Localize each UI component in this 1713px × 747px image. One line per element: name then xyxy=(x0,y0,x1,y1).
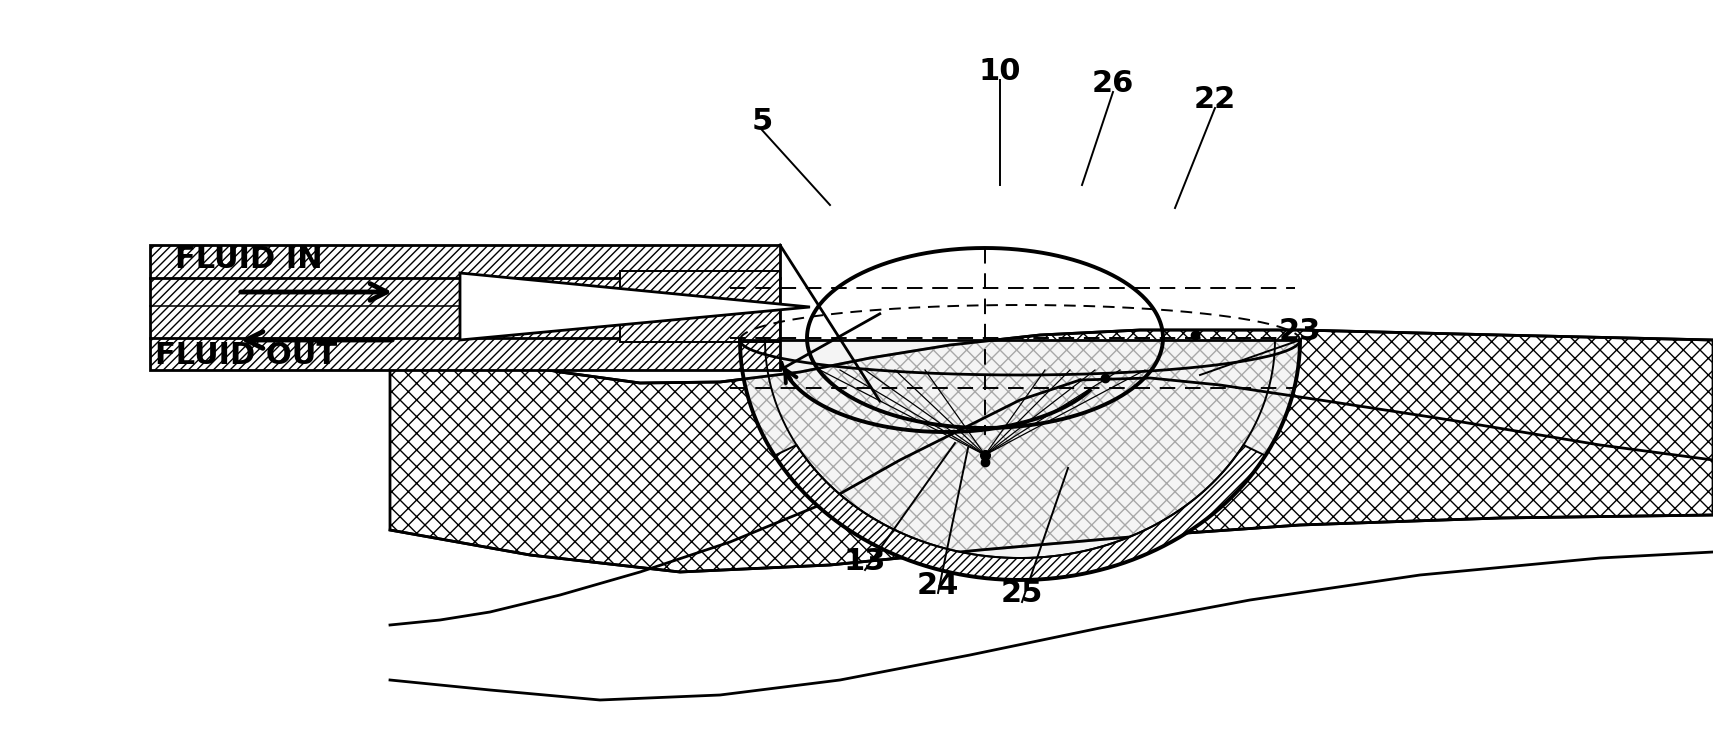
Polygon shape xyxy=(774,445,1266,580)
Text: 24: 24 xyxy=(916,571,959,600)
Polygon shape xyxy=(620,271,779,342)
Text: 13: 13 xyxy=(845,548,886,577)
Text: FLUID OUT: FLUID OUT xyxy=(154,341,337,370)
Polygon shape xyxy=(151,245,779,370)
Text: FLUID IN: FLUID IN xyxy=(175,246,322,274)
Text: 22: 22 xyxy=(1194,85,1237,114)
Polygon shape xyxy=(391,330,1713,572)
Text: 26: 26 xyxy=(1091,69,1134,99)
Polygon shape xyxy=(740,340,1300,580)
Text: 10: 10 xyxy=(978,58,1021,87)
Polygon shape xyxy=(461,273,810,340)
Text: 5: 5 xyxy=(752,108,773,137)
Text: 23: 23 xyxy=(1280,317,1321,347)
Text: 25: 25 xyxy=(1000,580,1043,609)
